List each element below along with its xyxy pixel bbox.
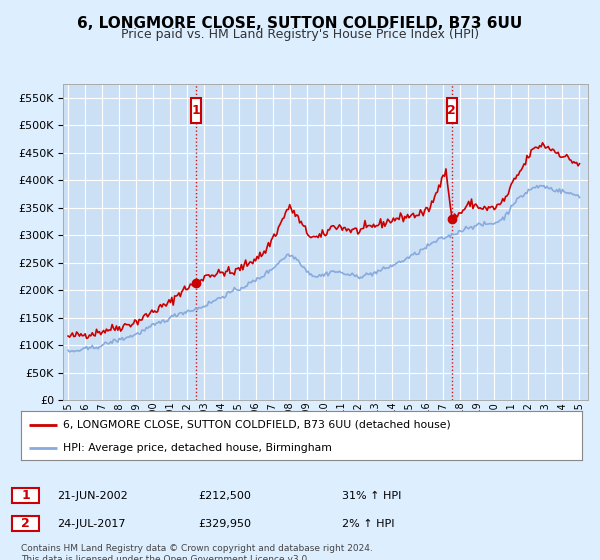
Text: HPI: Average price, detached house, Birmingham: HPI: Average price, detached house, Birm… xyxy=(63,443,332,453)
Text: 2: 2 xyxy=(21,517,30,530)
Text: 21-JUN-2002: 21-JUN-2002 xyxy=(57,491,128,501)
Text: Price paid vs. HM Land Registry's House Price Index (HPI): Price paid vs. HM Land Registry's House … xyxy=(121,28,479,41)
Text: 6, LONGMORE CLOSE, SUTTON COLDFIELD, B73 6UU: 6, LONGMORE CLOSE, SUTTON COLDFIELD, B73… xyxy=(77,16,523,31)
FancyBboxPatch shape xyxy=(446,98,457,123)
Text: £212,500: £212,500 xyxy=(198,491,251,501)
Text: Contains HM Land Registry data © Crown copyright and database right 2024.
This d: Contains HM Land Registry data © Crown c… xyxy=(21,544,373,560)
Text: 1: 1 xyxy=(191,104,200,116)
Text: 1: 1 xyxy=(21,489,30,502)
Text: 24-JUL-2017: 24-JUL-2017 xyxy=(57,519,125,529)
Text: 2% ↑ HPI: 2% ↑ HPI xyxy=(342,519,395,529)
Text: £329,950: £329,950 xyxy=(198,519,251,529)
FancyBboxPatch shape xyxy=(191,98,201,123)
Text: 31% ↑ HPI: 31% ↑ HPI xyxy=(342,491,401,501)
Text: 2: 2 xyxy=(447,104,456,116)
Text: 6, LONGMORE CLOSE, SUTTON COLDFIELD, B73 6UU (detached house): 6, LONGMORE CLOSE, SUTTON COLDFIELD, B73… xyxy=(63,420,451,430)
